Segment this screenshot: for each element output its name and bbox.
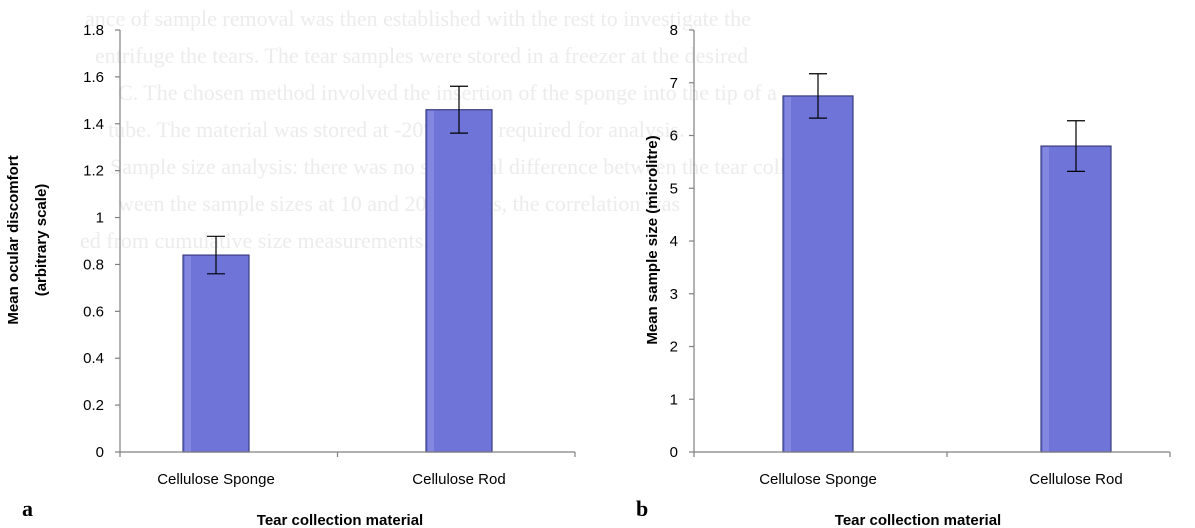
y-tick-label: 1.8 bbox=[83, 22, 104, 39]
y-tick-label: 1 bbox=[670, 391, 678, 408]
bar bbox=[782, 95, 854, 453]
category-label: Cellulose Sponge bbox=[157, 471, 275, 488]
y-tick-label: 4 bbox=[670, 233, 678, 250]
bar-highlight bbox=[428, 110, 434, 452]
y-tick-label: 3 bbox=[670, 286, 678, 303]
bar-highlight bbox=[1043, 147, 1049, 453]
y-axis-label: (arbitrary scale) bbox=[33, 184, 50, 297]
y-tick-label: 8 bbox=[670, 22, 678, 39]
y-tick-label: 1.2 bbox=[83, 163, 104, 180]
chart-b: 0 1 2 3 4 5 6 7 8 Cellulose Sponge Cellulose Rod Te… bbox=[644, 22, 1171, 528]
bar-highlight bbox=[185, 256, 191, 452]
y-tick-label: 0.2 bbox=[83, 397, 104, 414]
category-label: Cellulose Rod bbox=[412, 471, 505, 488]
category-label: Cellulose Rod bbox=[1029, 471, 1122, 488]
panel-letter-a: a bbox=[22, 496, 33, 521]
y-tick-label: 7 bbox=[670, 75, 678, 92]
y-tick-label: 6 bbox=[670, 128, 678, 145]
y-tick-label: 0.6 bbox=[83, 303, 104, 320]
y-tick-label: 1 bbox=[96, 210, 104, 227]
y-axis-label: Mean ocular discomfort bbox=[5, 155, 22, 324]
x-axis-label: Tear collection material bbox=[257, 512, 423, 528]
x-axis-label: Tear collection material bbox=[835, 512, 1001, 528]
y-tick-label: 0.4 bbox=[83, 350, 104, 367]
category-label: Cellulose Sponge bbox=[759, 471, 877, 488]
chart-a: 0 0.2 0.4 0.6 0.8 1 1.2 1.4 1.6 1.8 Cellulose Spon… bbox=[5, 22, 576, 528]
bar bbox=[182, 254, 250, 453]
y-tick-label: 0.8 bbox=[83, 256, 104, 273]
bar bbox=[425, 109, 493, 453]
y-tick-label: 1.4 bbox=[83, 116, 104, 133]
y-tick-label: 0 bbox=[670, 444, 678, 461]
bar bbox=[1040, 145, 1112, 453]
bar-highlight bbox=[785, 96, 791, 452]
panel-letter-b: b bbox=[636, 496, 649, 521]
y-tick-label: 5 bbox=[670, 180, 678, 197]
y-tick-label: 2 bbox=[670, 339, 678, 356]
y-tick-label: 1.6 bbox=[83, 69, 104, 86]
y-axis-label: Mean sample size (microlitre) bbox=[644, 135, 661, 344]
y-tick-label: 0 bbox=[96, 444, 104, 461]
